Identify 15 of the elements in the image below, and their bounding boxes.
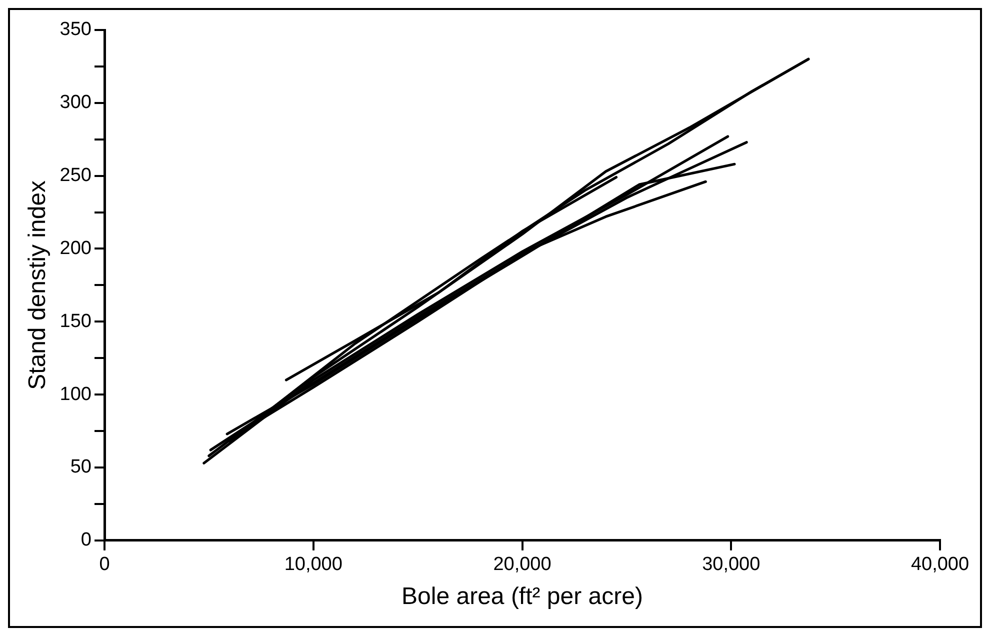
y-tick-label: 350: [60, 19, 92, 40]
y-tick-label: 150: [60, 310, 92, 332]
y-tick-label: 100: [60, 384, 92, 405]
x-tick-label: 0: [99, 554, 110, 576]
x-tick-label: 20,000: [493, 554, 552, 576]
x-tick-label: 40,000: [910, 554, 970, 576]
x-tick-label: 30,000: [702, 554, 760, 576]
x-axis-title: Bole area (ft² per acre): [402, 583, 643, 610]
y-axis-title: Stand denstiy index: [24, 180, 52, 390]
y-tick-label: 250: [60, 165, 92, 186]
y-tick-label: 50: [70, 456, 92, 478]
y-tick-label: 300: [60, 92, 92, 114]
y-tick-label: 200: [60, 238, 92, 259]
x-tick-label: 10,000: [284, 554, 342, 576]
y-tick-label: 0: [80, 530, 92, 551]
